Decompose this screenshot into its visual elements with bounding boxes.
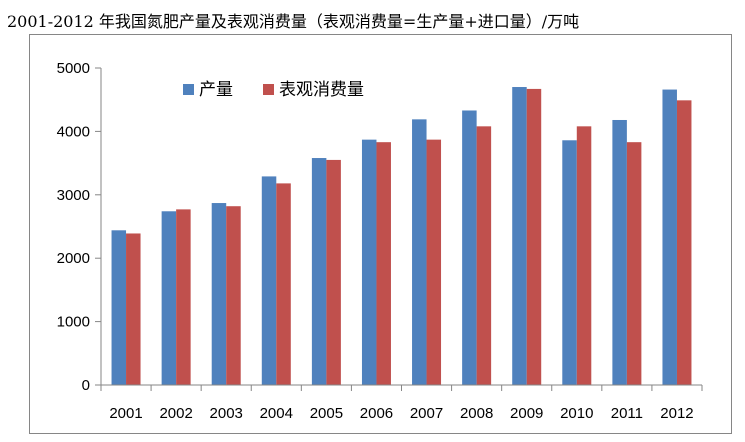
x-tick-label: 2012 [660,405,693,422]
bar-consumption-2008 [476,126,492,385]
bar-consumption-2001 [126,233,141,385]
bar-consumption-2003 [226,206,241,385]
bar-production-2011 [612,119,627,386]
bar-production-2004 [261,176,277,385]
x-tick-label: 2009 [510,405,543,422]
bar-production-2010 [562,140,577,385]
bar-consumption-2007 [426,139,442,385]
bar-production-2009 [512,87,527,386]
x-tick-label: 2006 [360,405,393,422]
legend-label: 产量 [199,80,233,100]
bar-production-2001 [111,230,127,385]
axes-layer: 0 1000 2000 3000 4000 5000 2001 2002 2003 2004 200… [57,60,703,422]
y-tick-label: 2000 [57,250,90,267]
bar-consumption-2009 [526,88,542,386]
y-tick-label: 3000 [57,187,90,204]
y-tick-label: 1000 [57,314,90,331]
bar-consumption-2010 [576,126,592,385]
x-tick-label: 2008 [460,405,493,422]
bar-production-2006 [361,139,377,385]
bar-consumption-2012 [676,100,692,385]
y-tick-label: 5000 [57,60,90,77]
x-tick-label: 2004 [260,405,293,422]
bar-consumption-2011 [626,142,642,385]
bar-production-2005 [311,158,327,385]
x-tick-label: 2002 [159,405,192,422]
bars-layer [111,87,692,386]
y-tick-label: 0 [82,377,90,394]
bar-consumption-2004 [276,183,291,385]
legend: 产量 表观消费量 [183,80,364,100]
legend-swatch [263,84,274,95]
bar-production-2012 [662,89,677,385]
chart-title: 2001-2012 年我国氮肥产量及表观消费量（表观消费量=生产量+进口量）/万… [7,12,580,31]
x-tick-label: 2010 [560,405,593,422]
bar-consumption-2005 [326,159,341,385]
x-tick-label: 2007 [410,405,443,422]
x-tick-label: 2003 [210,405,243,422]
y-tick-label: 4000 [57,123,90,140]
bar-production-2008 [462,110,477,385]
bar-consumption-2002 [176,209,191,385]
bar-production-2007 [412,119,427,385]
x-tick-label: 2005 [310,405,343,422]
x-tick-label: 2001 [109,405,142,422]
bar-consumption-2006 [376,142,391,385]
x-tick-label: 2011 [611,405,643,422]
bar-production-2003 [211,203,227,385]
legend-label: 表观消费量 [279,80,364,100]
legend-swatch [183,84,194,95]
bar-production-2002 [161,211,177,385]
